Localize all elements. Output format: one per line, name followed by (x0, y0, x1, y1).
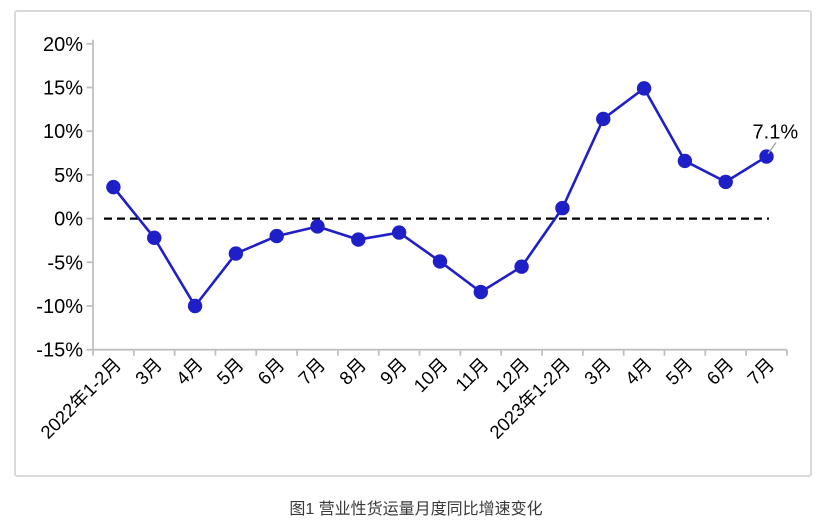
data-point (636, 81, 652, 96)
x-axis-tick-label: 3月 (580, 354, 615, 389)
data-point (473, 284, 488, 300)
y-axis-tick-label: 5% (54, 165, 83, 187)
data-point (228, 246, 244, 261)
x-axis-tick-label: 4月 (621, 354, 656, 389)
data-point (147, 230, 162, 246)
y-axis-tick-label: 15% (43, 78, 83, 100)
x-axis-tick-label: 11月 (451, 354, 493, 396)
x-axis-tick-label: 7月 (294, 354, 329, 389)
data-point (514, 259, 529, 274)
data-point (391, 225, 407, 240)
x-axis-tick-label: 3月 (131, 354, 166, 389)
data-point (106, 179, 121, 195)
annotation-leader-line (767, 142, 777, 154)
data-point (432, 254, 448, 269)
x-axis-tick-label: 6月 (702, 354, 737, 389)
y-axis-tick-label: 10% (43, 121, 83, 143)
data-point (310, 219, 325, 234)
y-axis-tick-label: -15% (36, 340, 83, 362)
data-point (269, 228, 284, 244)
y-axis-tick-label: 20% (43, 34, 83, 56)
x-axis-tick-label: 10月 (409, 354, 451, 396)
x-axis-tick-label: 6月 (253, 354, 288, 389)
data-point (718, 174, 733, 190)
data-point (596, 111, 611, 127)
annotation-label: 7.1% (753, 122, 799, 144)
data-line (112, 87, 768, 308)
x-axis-tick-label: 4月 (172, 354, 207, 389)
x-axis-tick-label: 7月 (743, 354, 778, 389)
y-axis-tick-label: -10% (36, 296, 83, 318)
y-axis-tick-label: -5% (47, 252, 83, 274)
data-point (351, 232, 366, 247)
data-point (759, 149, 774, 164)
y-axis-tick-label: 0% (54, 209, 83, 231)
x-axis-tick-label: 2022年1-2月 (36, 354, 125, 443)
x-axis-tick-label: 5月 (662, 354, 697, 389)
x-axis-tick-label: 9月 (376, 354, 411, 389)
data-point (677, 153, 693, 169)
x-axis-tick-label: 5月 (212, 354, 247, 389)
x-axis-tick-label: 8月 (335, 354, 370, 389)
data-point (187, 298, 203, 314)
data-point (555, 200, 570, 216)
figure-caption: 图1 营业性货运量月度同比增速变化 (289, 501, 543, 518)
